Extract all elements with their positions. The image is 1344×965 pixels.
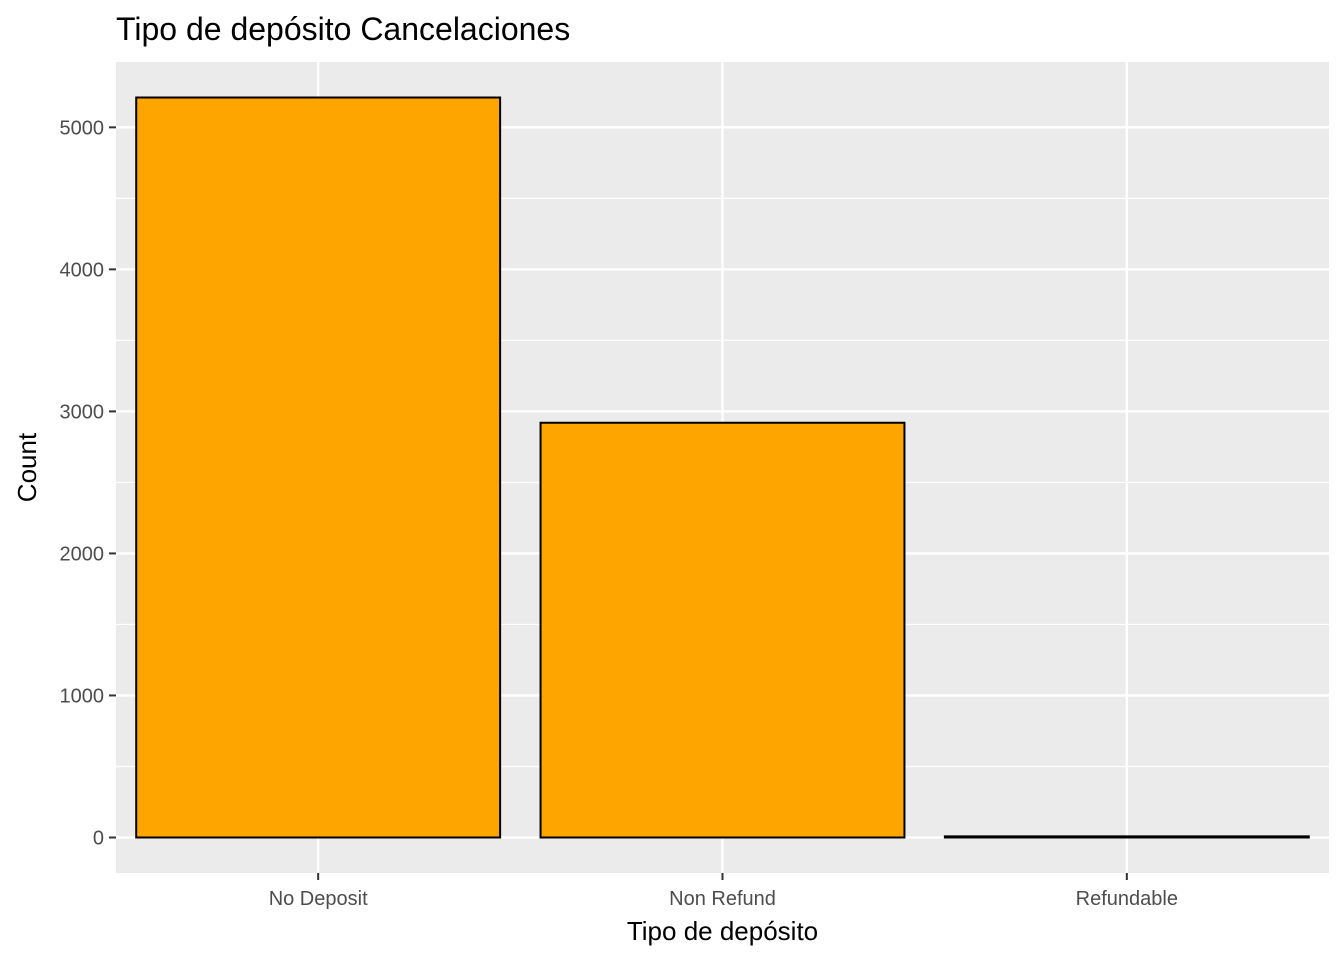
y-tick-label: 0: [93, 827, 104, 849]
y-tick-label: 4000: [60, 259, 105, 281]
x-tick-label: Refundable: [1076, 888, 1178, 910]
x-tick-label: No Deposit: [269, 888, 368, 910]
y-tick-label: 1000: [60, 685, 105, 707]
bar-non-refund: [539, 421, 906, 839]
bar-no-deposit: [135, 96, 502, 839]
x-tick-label: Non Refund: [669, 888, 776, 910]
bars: [135, 96, 1310, 839]
y-tick-label: 2000: [60, 543, 105, 565]
y-tick-label: 5000: [60, 117, 105, 139]
chart-title: Tipo de depósito Cancelaciones: [116, 11, 570, 47]
y-tick-label: 3000: [60, 401, 105, 423]
y-axis: 0 1000 2000 3000 4000 5000: [60, 117, 116, 849]
x-axis: No Deposit Non Refund Refundable: [269, 873, 1178, 910]
bar-refundable: [943, 835, 1310, 839]
x-axis-title: Tipo de depósito: [627, 916, 818, 946]
y-axis-title: Count: [12, 432, 42, 502]
